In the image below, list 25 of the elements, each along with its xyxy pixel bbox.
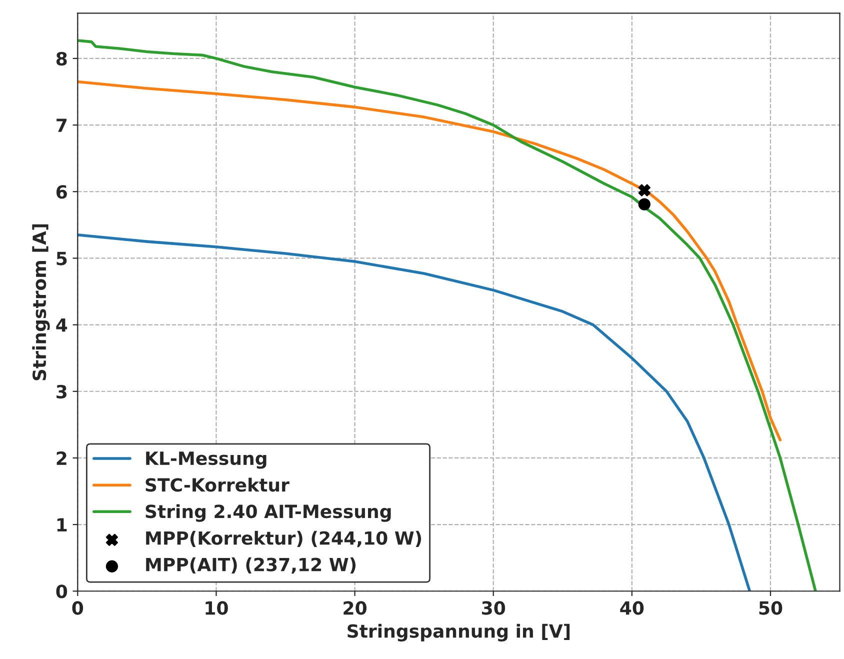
- legend-label: KL-Messung: [146, 452, 266, 469]
- y-tick-label: 0: [56, 584, 68, 598]
- y-tick-label: 7: [56, 118, 66, 132]
- y-tick-label: 4: [56, 318, 68, 332]
- legend-label: STC-Korrektur: [146, 478, 290, 492]
- legend-label: String 2.40 AIT-Messung: [146, 504, 391, 522]
- y-tick-label: 6: [56, 185, 67, 199]
- x-axis-title: Stringspannung in [V]: [348, 624, 570, 642]
- legend-label: MPP(Korrektur) (244,10 W): [146, 530, 422, 548]
- y-tick-label: 1: [57, 518, 67, 532]
- x-tick-label: 40: [620, 601, 644, 615]
- x-tick-label: 10: [206, 601, 228, 615]
- x-tick-label: 20: [344, 601, 366, 615]
- y-tick-label: 3: [56, 384, 66, 398]
- x-tick-label: 0: [72, 601, 84, 615]
- x-tick-label: 50: [759, 601, 782, 615]
- line-series: [78, 234, 752, 592]
- x-tick-label: 30: [482, 601, 506, 615]
- y-tick-label: 5: [56, 252, 67, 266]
- line-series: [78, 80, 782, 442]
- y-tick-label: 8: [56, 52, 67, 66]
- legend-label: MPP(AIT) (237,12 W): [146, 557, 356, 574]
- y-tick-label: 2: [56, 451, 66, 465]
- y-axis-title: Stringstrom [A]: [32, 224, 50, 380]
- line-series: [78, 39, 817, 592]
